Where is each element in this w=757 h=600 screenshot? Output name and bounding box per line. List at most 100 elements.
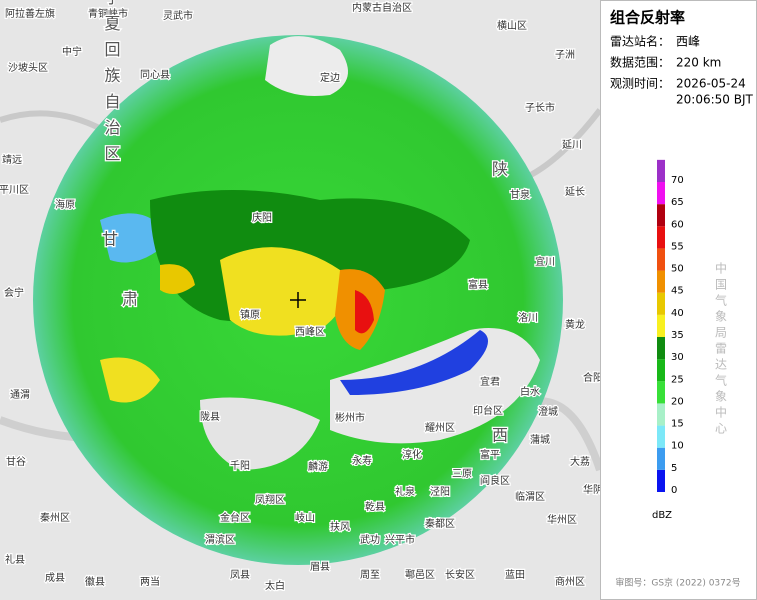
legend-swatch bbox=[657, 381, 665, 404]
place-label: 太白 bbox=[265, 579, 285, 592]
place-label: 岐山 bbox=[295, 511, 315, 524]
strong-echo bbox=[220, 247, 347, 336]
place-label: 麟游 bbox=[308, 460, 328, 473]
side-panel bbox=[600, 0, 757, 600]
place-label: 彬州市 bbox=[335, 411, 365, 424]
place-label: 鄠邑区 bbox=[405, 569, 435, 581]
place-label: 灵武市 bbox=[163, 9, 193, 22]
place-label: 镇原 bbox=[240, 308, 260, 321]
place-label: 成县 bbox=[45, 572, 65, 584]
place-label: 印台区 bbox=[473, 404, 503, 417]
place-label: 兴平市 bbox=[385, 533, 415, 546]
place-label: 耀州区 bbox=[425, 422, 455, 434]
legend-swatch bbox=[657, 226, 665, 249]
place-label: 蓝田 bbox=[505, 569, 525, 581]
legend-tick-label: 30 bbox=[671, 352, 684, 363]
legend-swatch bbox=[657, 425, 665, 448]
place-label: 肃 bbox=[122, 290, 138, 309]
legend-swatch bbox=[657, 270, 665, 293]
heavy-echo bbox=[355, 290, 374, 334]
place-label: 陕 bbox=[492, 160, 508, 179]
place-label: 华阴 bbox=[583, 483, 603, 496]
legend-tick-label: 45 bbox=[671, 286, 684, 297]
place-label: 青铜峡市 bbox=[88, 7, 128, 20]
legend-swatch bbox=[657, 359, 665, 382]
time-extra: 20:06:50 BJT bbox=[676, 93, 753, 107]
place-label: 大荔 bbox=[570, 455, 590, 468]
place-label: 合阳 bbox=[583, 371, 603, 384]
place-label: 富平 bbox=[480, 448, 500, 461]
place-label: 扶风 bbox=[330, 520, 350, 533]
place-label: 徽县 bbox=[85, 575, 105, 588]
legend-tick-label: 35 bbox=[671, 330, 684, 341]
place-label: 宜川 bbox=[535, 255, 555, 268]
legend-tick-label: 55 bbox=[671, 241, 684, 252]
legend-swatch bbox=[657, 292, 665, 315]
approval: 审图号：GS京 (2022) 0372号 bbox=[615, 577, 740, 589]
place-label: 蒲城 bbox=[530, 433, 550, 446]
place-label: 澄城 bbox=[538, 405, 558, 418]
legend-tick-label: 5 bbox=[671, 463, 677, 474]
place-label: 子洲 bbox=[555, 49, 575, 61]
place-label: 中宁 bbox=[62, 45, 82, 58]
place-label: 华州区 bbox=[547, 513, 577, 526]
place-label: 永寿 bbox=[352, 454, 372, 467]
legend-swatch bbox=[657, 403, 665, 426]
strong-echo bbox=[160, 264, 195, 294]
place-label: 三原 bbox=[452, 468, 472, 480]
place-label: 富县 bbox=[468, 278, 488, 291]
place-label: 凤翔区 bbox=[255, 493, 285, 506]
place-label: 横山区 bbox=[497, 19, 527, 32]
place-label: 长安区 bbox=[445, 568, 475, 581]
legend-tick-label: 60 bbox=[671, 219, 684, 230]
info-value: 2026-05-24 bbox=[676, 77, 746, 91]
legend-tick-label: 10 bbox=[671, 441, 684, 452]
place-label: 平川区 bbox=[0, 184, 29, 196]
legend-tick-label: 15 bbox=[671, 419, 684, 430]
place-label: 黄龙 bbox=[565, 318, 585, 331]
place-label: 甘泉 bbox=[510, 188, 530, 201]
no-echo bbox=[330, 328, 540, 444]
place-label: 同心县 bbox=[140, 69, 170, 81]
legend-tick-label: 65 bbox=[671, 197, 684, 208]
place-label: 会宁 bbox=[4, 286, 24, 299]
place-label: 通渭 bbox=[10, 389, 30, 401]
place-label: 眉县 bbox=[310, 561, 330, 573]
place-label: 阿拉善左旗 bbox=[5, 7, 55, 20]
place-label: 泾阳 bbox=[430, 485, 450, 498]
place-label: 金台区 bbox=[220, 511, 250, 524]
legend-swatch bbox=[657, 337, 665, 360]
legend-swatch bbox=[657, 182, 665, 205]
place-label: 甘 bbox=[102, 230, 118, 249]
legend-swatch bbox=[657, 314, 665, 337]
place-label: 延长 bbox=[565, 186, 585, 198]
legend-swatch bbox=[657, 447, 665, 470]
place-label: 千阳 bbox=[230, 460, 250, 472]
place-label: 渭滨区 bbox=[205, 533, 235, 546]
place-label: 宜君 bbox=[480, 375, 500, 388]
info-value: 西峰 bbox=[676, 35, 700, 49]
place-label: 内蒙古自治区 bbox=[352, 1, 412, 14]
legend-tick-label: 25 bbox=[671, 374, 684, 385]
legend-tick-label: 70 bbox=[671, 175, 684, 186]
place-label: 乾县 bbox=[365, 500, 385, 513]
place-label: 阎良区 bbox=[480, 474, 510, 487]
no-echo bbox=[265, 36, 348, 96]
legend-swatch bbox=[657, 469, 665, 492]
place-label: 秦都区 bbox=[425, 517, 455, 530]
info-value: 220 km bbox=[676, 56, 721, 70]
place-label: 西 bbox=[492, 426, 508, 445]
place-label: 定边 bbox=[320, 71, 340, 84]
place-label: 礼县 bbox=[5, 553, 25, 566]
weak-echo bbox=[340, 330, 488, 395]
place-label: 武功 bbox=[360, 533, 380, 546]
panel-title: 组合反射率 bbox=[610, 9, 685, 27]
legend: 0 5 10 15 20 25 30 35 40 45 50 55 60 65 70 bbox=[657, 159, 684, 496]
map bbox=[0, 0, 600, 600]
place-label: 子长市 bbox=[525, 101, 555, 114]
info-label: 雷达站名： bbox=[610, 34, 670, 49]
legend-tick-label: 20 bbox=[671, 396, 684, 407]
credit: 中国气象局雷达气象中心 bbox=[714, 261, 728, 438]
place-label: 临渭区 bbox=[515, 490, 545, 503]
